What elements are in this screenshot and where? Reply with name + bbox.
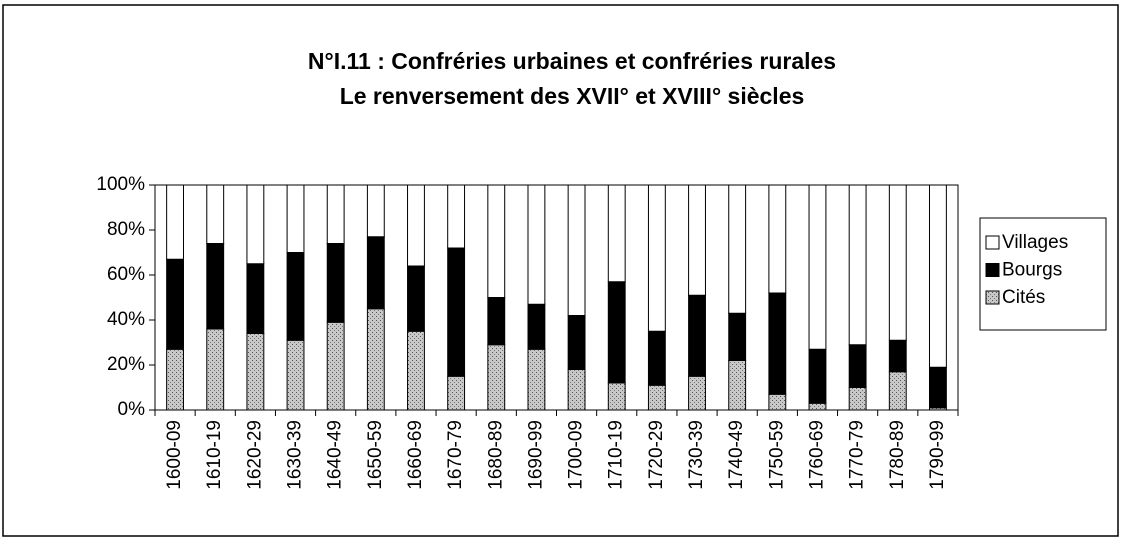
legend-swatch	[985, 263, 1000, 277]
bar-segment	[848, 387, 867, 411]
legend-label: Bourgs	[1002, 260, 1062, 281]
bar-segment	[366, 184, 385, 238]
legend-swatch	[985, 235, 1000, 250]
bar-segment	[607, 184, 626, 283]
bar-segment	[607, 281, 626, 384]
legend-label: Cités	[1002, 287, 1045, 308]
bar-segment	[647, 184, 666, 332]
bar-segment	[407, 184, 425, 267]
bar-segment	[326, 184, 345, 244]
bar-segment	[567, 369, 586, 411]
x-tick-label: 1610-19	[204, 420, 225, 490]
bar-segment	[888, 184, 907, 341]
bar-segment	[928, 184, 947, 368]
legend-label: Villages	[1002, 232, 1068, 253]
x-tick-label: 1790-99	[927, 420, 948, 490]
legend-box	[979, 217, 1107, 331]
x-tick-label: 1630-39	[285, 420, 306, 490]
bar-segment	[206, 243, 225, 330]
bar-segment	[527, 303, 546, 350]
x-tick-label: 1650-59	[365, 420, 386, 490]
x-tick-label: 1750-59	[766, 420, 787, 490]
bar-segment	[808, 184, 827, 350]
bar-segment	[607, 382, 626, 411]
bar-segment	[688, 375, 706, 411]
bar-segment	[848, 184, 867, 346]
bar-segment	[768, 393, 787, 411]
bar-segment	[728, 360, 747, 411]
x-tick-label: 1660-69	[405, 420, 426, 490]
x-tick-label: 1620-29	[244, 420, 265, 490]
bar-segment	[206, 328, 225, 411]
bar-segment	[366, 308, 385, 411]
bar-segment	[768, 292, 787, 395]
bar-segment	[567, 184, 586, 316]
bar-segment	[206, 184, 225, 244]
x-tick-label: 1770-79	[847, 420, 868, 490]
x-tick-label: 1780-89	[887, 420, 908, 490]
bar-segment	[808, 402, 827, 411]
bar-segment	[487, 184, 506, 298]
bar-segment	[246, 184, 265, 265]
x-tick-label: 1730-39	[686, 420, 707, 490]
bar-segment	[728, 312, 747, 361]
bar-segment	[326, 243, 345, 323]
chart-title: N°I.11 : Confréries urbaines et confréri…	[308, 48, 836, 74]
bar-segment	[848, 344, 867, 388]
bar-segment	[447, 375, 466, 411]
bar-segment	[166, 184, 185, 260]
bar-segment	[286, 184, 305, 253]
bar-segment	[808, 348, 827, 404]
legend-swatch	[985, 290, 1000, 305]
bar-segment	[487, 297, 506, 346]
bar-segment	[888, 339, 907, 373]
bar-segment	[688, 294, 706, 377]
bar-segment	[407, 330, 425, 411]
bar-segment	[888, 371, 907, 411]
x-tick-label: 1700-09	[566, 420, 587, 490]
y-tick-label: 40%	[107, 309, 145, 330]
x-tick-label: 1680-89	[485, 420, 506, 490]
bar-segment	[768, 184, 787, 294]
bar-segment	[366, 236, 385, 310]
bar-segment	[286, 339, 305, 411]
bar-segment	[166, 258, 185, 350]
bar-segment	[567, 315, 586, 370]
x-tick-label: 1710-19	[606, 420, 627, 490]
bar-segment	[647, 384, 666, 411]
bar-segment	[487, 344, 506, 411]
bar-segment	[447, 184, 466, 249]
bar-segment	[647, 330, 666, 386]
x-tick-label: 1670-79	[445, 420, 466, 490]
x-tick-label: 1720-29	[646, 420, 667, 490]
y-tick-label: 60%	[107, 264, 145, 285]
x-tick-label: 1600-09	[164, 420, 185, 490]
x-tick-label: 1640-49	[325, 420, 346, 490]
bar-segment	[407, 265, 425, 332]
plot-area	[154, 184, 959, 411]
y-tick-label: 20%	[107, 354, 145, 375]
y-tick-label: 80%	[107, 219, 145, 240]
chart-subtitle: Le renversement des XVII° et XVIII° sièc…	[340, 83, 805, 109]
bar-segment	[246, 333, 265, 411]
bar-segment	[928, 366, 947, 409]
bar-segment	[527, 184, 546, 305]
x-tick-label: 1740-49	[726, 420, 747, 490]
bar-segment	[326, 321, 345, 411]
bar-segment	[447, 247, 466, 377]
y-tick-label: 0%	[118, 399, 146, 420]
bar-segment	[286, 252, 305, 341]
bar-segment	[728, 184, 747, 314]
x-tick-label: 1690-99	[525, 420, 546, 490]
bar-segment	[246, 263, 265, 334]
bar-segment	[166, 348, 185, 411]
bar-segment	[527, 348, 546, 411]
y-tick-label: 100%	[96, 174, 145, 195]
x-tick-label: 1760-69	[806, 420, 827, 490]
bar-segment	[688, 184, 706, 296]
